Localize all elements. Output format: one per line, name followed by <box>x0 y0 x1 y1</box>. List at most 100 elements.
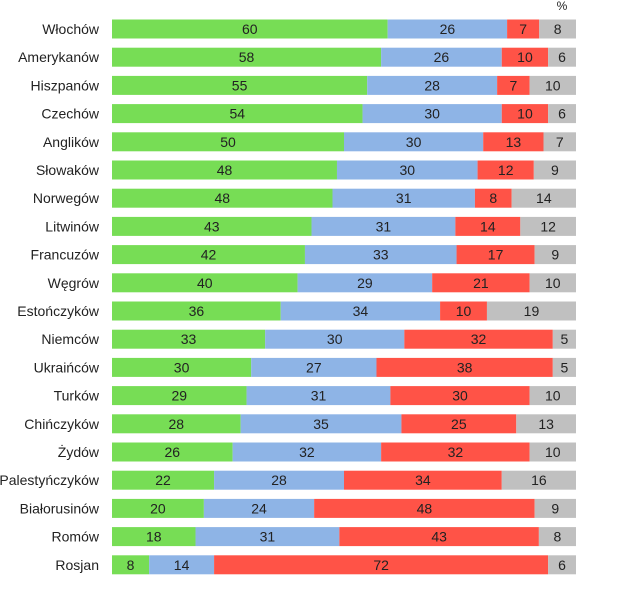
bar-segment-red <box>390 386 530 406</box>
bar-segment-red <box>455 216 521 236</box>
data-label: 14 <box>480 218 496 234</box>
data-label: 42 <box>201 247 217 263</box>
bar-segment-blue <box>344 132 484 152</box>
data-label: 13 <box>538 416 554 432</box>
data-label: 58 <box>239 49 255 65</box>
data-label: 5 <box>561 331 569 347</box>
bar-segment-blue <box>240 414 402 434</box>
category-label: Francuzów <box>31 247 100 263</box>
data-label: 36 <box>189 303 205 319</box>
category-label: Estończyków <box>17 303 100 319</box>
data-label: 30 <box>174 359 190 375</box>
bar-segment-blue <box>149 555 215 575</box>
data-label: 10 <box>545 444 561 460</box>
data-label: 48 <box>217 162 233 178</box>
data-label: 12 <box>540 218 556 234</box>
data-label: 30 <box>452 388 468 404</box>
data-label: 60 <box>242 21 258 37</box>
bar-segment-green <box>112 414 241 434</box>
bar-segment-grey <box>552 357 576 377</box>
bar-segment-red <box>497 75 530 95</box>
data-label: 6 <box>558 106 566 122</box>
category-label: Białorusinów <box>20 500 100 516</box>
bar-segment-red <box>401 414 517 434</box>
category-label: Palestyńczyków <box>0 472 100 488</box>
data-label: 16 <box>531 472 547 488</box>
category-label: Litwinów <box>45 218 100 234</box>
bar-segment-red <box>314 498 535 518</box>
data-label: 14 <box>536 190 552 206</box>
category-label: Anglików <box>43 134 100 150</box>
data-label: 31 <box>396 190 412 206</box>
bar-segment-grey <box>529 75 576 95</box>
data-label: 26 <box>165 444 181 460</box>
bar-segment-green <box>112 47 382 67</box>
bar-segment-green <box>112 442 233 462</box>
data-label: 33 <box>181 331 197 347</box>
data-label: 31 <box>260 529 276 545</box>
bar-segment-green <box>112 160 337 180</box>
data-label: 31 <box>376 218 392 234</box>
bar-segment-grey <box>511 188 576 208</box>
bar-segment-green <box>112 245 305 265</box>
data-label: 10 <box>545 388 561 404</box>
data-label: 54 <box>229 106 245 122</box>
bar-segment-green <box>112 75 368 95</box>
category-label: Norwegów <box>33 190 100 206</box>
data-label: 10 <box>456 303 472 319</box>
data-label: 8 <box>489 190 497 206</box>
bar-segment-blue <box>246 386 391 406</box>
data-label: 35 <box>313 416 329 432</box>
category-label: Włochów <box>42 21 100 37</box>
category-label: Rosjan <box>55 557 99 573</box>
data-label: 5 <box>561 359 569 375</box>
category-label: Chińczyków <box>24 416 100 432</box>
bar-segment-grey <box>548 47 576 67</box>
data-label: 30 <box>424 106 440 122</box>
bar-segment-green <box>112 188 333 208</box>
bar-segment-green <box>112 104 363 124</box>
data-label: 27 <box>306 359 322 375</box>
bar-segment-blue <box>297 273 433 293</box>
bar-segment-red <box>440 301 487 321</box>
data-label: 7 <box>556 134 564 150</box>
data-label: 33 <box>373 247 389 263</box>
data-label: 30 <box>406 134 422 150</box>
data-label: 10 <box>517 106 533 122</box>
bar-segment-grey <box>529 442 576 462</box>
data-label: 30 <box>327 331 343 347</box>
data-label: 30 <box>399 162 415 178</box>
bar-segment-red <box>483 132 544 152</box>
data-label: 32 <box>299 444 315 460</box>
category-label: Żydów <box>58 443 100 460</box>
data-label: 40 <box>197 275 213 291</box>
data-label: 14 <box>174 557 190 573</box>
bar-segment-grey <box>516 414 576 434</box>
bar-segment-grey <box>538 527 576 547</box>
bar-segment-red <box>501 104 549 124</box>
category-label: Hiszpanów <box>31 77 100 93</box>
bar-segment-red <box>376 357 553 377</box>
bar-segment-green <box>112 216 312 236</box>
bar-segment-green <box>112 19 388 39</box>
bar-segment-blue <box>362 104 502 124</box>
data-label: 29 <box>171 388 187 404</box>
bar-segment-green <box>112 470 215 490</box>
data-label: 31 <box>311 388 327 404</box>
bar-segment-blue <box>203 498 315 518</box>
bar-segment-green <box>112 357 252 377</box>
data-label: 34 <box>415 472 431 488</box>
data-label: 22 <box>155 472 171 488</box>
data-label: 43 <box>204 218 220 234</box>
data-label: 6 <box>558 49 566 65</box>
bar-segment-blue <box>232 442 382 462</box>
bar-segment-grey <box>543 132 576 152</box>
category-label: Amerykanów <box>18 49 100 65</box>
bar-segment-red <box>501 47 549 67</box>
data-label: 6 <box>558 557 566 573</box>
data-label: 7 <box>509 77 517 93</box>
bar-segment-red <box>507 19 540 39</box>
unit-label: % <box>557 0 568 13</box>
category-label: Słowaków <box>36 162 100 178</box>
